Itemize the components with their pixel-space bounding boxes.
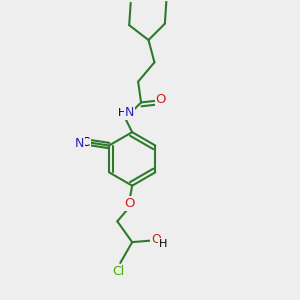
Text: O: O bbox=[156, 93, 166, 106]
Text: N: N bbox=[75, 137, 84, 150]
Text: H: H bbox=[118, 108, 126, 118]
Text: O: O bbox=[151, 233, 161, 246]
Text: Cl: Cl bbox=[113, 265, 125, 278]
Text: C: C bbox=[82, 136, 90, 149]
Text: N: N bbox=[124, 106, 134, 119]
Text: O: O bbox=[124, 197, 134, 210]
Text: H: H bbox=[159, 239, 168, 249]
